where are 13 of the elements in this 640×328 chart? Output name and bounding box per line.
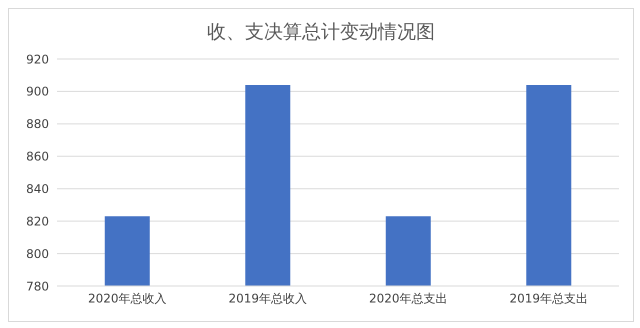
y-tick-label: 800 — [26, 246, 49, 261]
y-tick-label: 880 — [26, 117, 49, 132]
x-tick-label: 2020年总支出 — [368, 292, 448, 306]
y-tick-label: 780 — [26, 279, 49, 294]
x-tick-label: 2019年总支出 — [509, 292, 588, 306]
y-tick-label: 860 — [26, 150, 49, 164]
chart-title: 收、支决算总计变动情况图 — [206, 20, 436, 45]
x-tick-label: 2019年总收入 — [228, 292, 308, 306]
y-tick-label: 840 — [26, 182, 49, 196]
x-tick-label: 2020年总收入 — [88, 292, 167, 306]
y-tick-label: 900 — [26, 84, 49, 99]
y-tick-label: 920 — [26, 52, 49, 66]
y-tick-label: 820 — [26, 214, 49, 228]
